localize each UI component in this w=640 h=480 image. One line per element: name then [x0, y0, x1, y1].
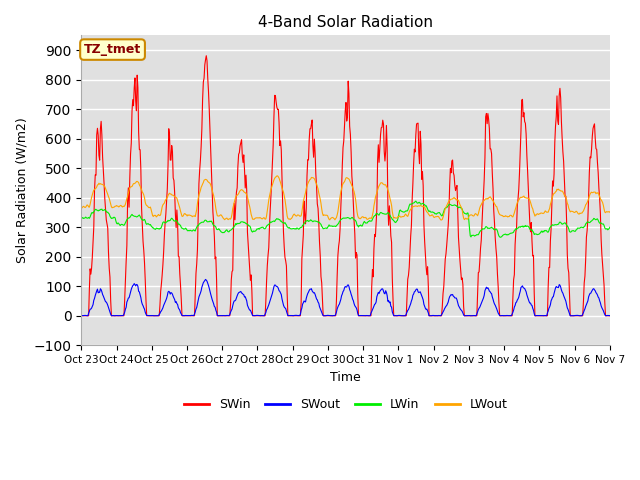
LWout	[438, 217, 445, 223]
LWout	[274, 173, 282, 179]
LWout	[87, 198, 95, 204]
Legend: SWin, SWout, LWin, LWout: SWin, SWout, LWin, LWout	[179, 394, 513, 417]
SWin	[77, 313, 85, 319]
SWout	[410, 289, 418, 295]
LWout	[141, 200, 149, 205]
LWin	[410, 200, 417, 206]
SWout	[202, 276, 209, 282]
SWout	[77, 313, 85, 319]
LWin	[412, 198, 420, 204]
SWin	[87, 271, 95, 277]
SWin	[225, 313, 232, 319]
LWout	[77, 205, 85, 211]
SWout	[87, 306, 95, 312]
SWout	[195, 294, 203, 300]
LWout	[223, 215, 230, 221]
X-axis label: Time: Time	[330, 371, 361, 384]
SWin	[214, 313, 221, 319]
LWin	[141, 218, 149, 224]
SWin	[412, 149, 419, 155]
LWin	[87, 212, 95, 218]
LWin	[223, 227, 230, 233]
LWin	[426, 208, 434, 214]
LWin	[77, 216, 85, 221]
Line: SWin: SWin	[81, 56, 610, 316]
SWin	[195, 180, 203, 186]
LWin	[195, 221, 203, 227]
SWout	[461, 313, 468, 319]
LWout	[410, 204, 418, 209]
SWout	[141, 310, 149, 315]
Line: LWout: LWout	[81, 176, 610, 220]
LWin	[497, 234, 504, 240]
Line: SWout: SWout	[81, 279, 610, 316]
SWin	[141, 277, 149, 283]
LWout	[195, 192, 203, 198]
SWin	[606, 313, 614, 319]
SWout	[224, 312, 232, 318]
Y-axis label: Solar Radiation (W/m2): Solar Radiation (W/m2)	[15, 118, 28, 263]
SWout	[426, 313, 434, 319]
Title: 4-Band Solar Radiation: 4-Band Solar Radiation	[258, 15, 433, 30]
LWout	[606, 209, 614, 215]
Line: LWin: LWin	[81, 201, 610, 237]
LWout	[426, 213, 434, 219]
SWout	[606, 313, 614, 319]
SWin	[202, 53, 210, 59]
SWin	[427, 313, 435, 319]
LWin	[606, 224, 614, 230]
Text: TZ_tmet: TZ_tmet	[84, 43, 141, 56]
